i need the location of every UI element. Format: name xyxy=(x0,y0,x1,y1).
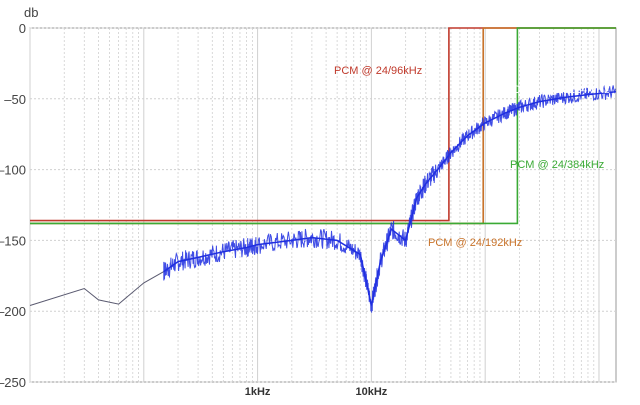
y-tick-label: –200 xyxy=(0,304,26,319)
series-line-dsd xyxy=(163,90,617,306)
y-tick-label: –250 xyxy=(0,375,26,390)
annotations: PCM @ 24/96kHz DSD @ 2.8224MHz PCM @ 24/38… xyxy=(334,65,610,249)
series-annotation: PCM @ 24/384kHz xyxy=(510,159,604,171)
series-annotation: PCM @ 24/192kHz xyxy=(428,237,522,249)
grid xyxy=(29,27,617,383)
series-line-pcm96 xyxy=(30,27,616,222)
series-layer xyxy=(29,27,617,313)
series-annotation: PCM @ 24/96kHz xyxy=(334,65,422,77)
series-line-pcm384 xyxy=(30,27,616,225)
x-tick-label: 10kHz xyxy=(355,386,387,398)
y-tick-label: –150 xyxy=(0,233,26,248)
series-annotation: DSD @ 2.8224MHz xyxy=(513,84,610,96)
y-axis-label: db xyxy=(24,5,38,20)
series-line-dsd-low xyxy=(29,271,165,306)
series-line-dsd-noise xyxy=(163,84,616,313)
x-tick-label: 1kHz xyxy=(245,386,271,398)
axes: 0 –50 –100 –150 –200 –250 db 1kHz 10kHz xyxy=(0,5,388,398)
series-line-pcm192 xyxy=(30,27,616,225)
y-tick-label: –50 xyxy=(4,92,26,107)
plot-frame xyxy=(29,27,617,383)
y-tick-label: 0 xyxy=(19,21,26,36)
y-tick-label: –100 xyxy=(0,163,26,178)
